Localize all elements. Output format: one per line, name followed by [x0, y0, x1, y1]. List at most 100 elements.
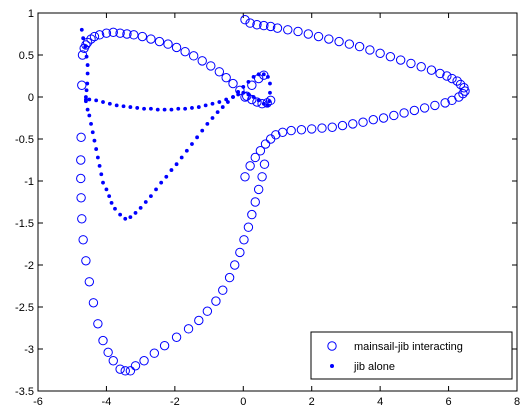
data-point — [455, 79, 466, 90]
series-jib-alone — [79, 27, 272, 221]
data-point — [251, 95, 256, 99]
data-point — [389, 110, 399, 121]
x-tick-label: -4 — [102, 396, 112, 408]
data-point — [250, 197, 260, 207]
data-point — [115, 364, 125, 374]
data-point — [210, 116, 215, 120]
data-point — [265, 134, 276, 144]
y-tick-label: 1 — [28, 8, 34, 20]
data-point — [154, 36, 165, 47]
data-point — [251, 74, 256, 79]
data-point — [245, 161, 255, 171]
data-point — [197, 56, 207, 66]
data-point — [101, 28, 112, 38]
legend-label: jib alone — [353, 361, 395, 373]
y-tick-label: -2 — [24, 260, 34, 272]
data-point — [452, 76, 462, 86]
data-point — [146, 34, 156, 44]
data-point — [261, 101, 266, 106]
data-point — [395, 55, 406, 65]
data-point — [261, 72, 266, 77]
data-point — [104, 187, 109, 192]
data-point — [430, 100, 440, 111]
data-point — [447, 95, 457, 106]
data-point — [317, 123, 327, 133]
y-tick-label: -2.5 — [15, 302, 34, 314]
data-point — [242, 91, 252, 101]
data-point — [256, 98, 261, 103]
data-point — [138, 205, 143, 210]
series-layer — [76, 15, 470, 376]
data-point — [259, 20, 269, 31]
data-point — [149, 106, 153, 111]
data-point — [78, 235, 88, 245]
data-point — [406, 58, 416, 69]
data-point — [84, 277, 95, 287]
x-tick-label: -6 — [33, 396, 43, 408]
data-point — [164, 174, 169, 179]
data-point — [190, 106, 194, 110]
data-point — [120, 366, 130, 376]
data-point — [85, 81, 90, 86]
data-point — [180, 46, 190, 57]
data-point — [252, 20, 262, 30]
data-point — [77, 80, 87, 90]
data-point — [123, 216, 128, 221]
x-tick-label: 4 — [377, 396, 383, 408]
data-point — [79, 27, 84, 32]
data-point — [171, 42, 182, 53]
data-point — [241, 90, 246, 95]
data-point — [259, 159, 270, 169]
data-point — [253, 184, 264, 195]
data-point — [260, 139, 271, 149]
data-point — [218, 285, 228, 295]
data-point — [84, 88, 89, 93]
data-point — [265, 21, 276, 32]
data-point — [115, 28, 125, 38]
data-point — [195, 135, 199, 140]
data-point — [313, 31, 324, 42]
y-tick-label: -1 — [24, 176, 34, 188]
data-point — [215, 110, 220, 115]
data-point — [358, 117, 368, 127]
data-point — [135, 106, 140, 110]
x-tick-label: -2 — [170, 396, 180, 408]
data-point — [113, 206, 117, 211]
data-point — [296, 125, 307, 135]
data-point — [99, 172, 104, 177]
data-point — [84, 97, 88, 102]
axes-box — [37, 12, 518, 392]
data-point — [365, 45, 375, 55]
data-point — [419, 103, 430, 113]
data-point — [348, 119, 358, 129]
data-point — [143, 200, 148, 204]
data-point — [87, 97, 92, 102]
data-point — [231, 95, 235, 99]
data-point — [221, 72, 231, 83]
data-point — [447, 73, 457, 84]
data-point — [169, 107, 174, 112]
data-point — [142, 106, 146, 111]
data-point — [103, 347, 113, 358]
data-point — [337, 120, 348, 131]
data-point — [101, 100, 105, 104]
data-point — [122, 29, 132, 39]
data-point — [247, 94, 257, 105]
data-point — [250, 152, 260, 163]
data-point — [324, 34, 334, 44]
data-point — [81, 36, 86, 41]
data-point — [194, 315, 204, 326]
data-point — [256, 72, 261, 77]
data-point — [89, 121, 93, 126]
data-point — [133, 211, 138, 215]
data-point — [184, 148, 189, 153]
data-point — [94, 147, 99, 151]
data-point — [257, 172, 267, 182]
data-point — [188, 51, 199, 61]
data-point — [241, 85, 246, 89]
data-point — [265, 95, 276, 106]
data-point — [88, 298, 99, 308]
data-point — [149, 348, 160, 358]
data-point — [252, 97, 262, 107]
data-point — [202, 306, 213, 316]
